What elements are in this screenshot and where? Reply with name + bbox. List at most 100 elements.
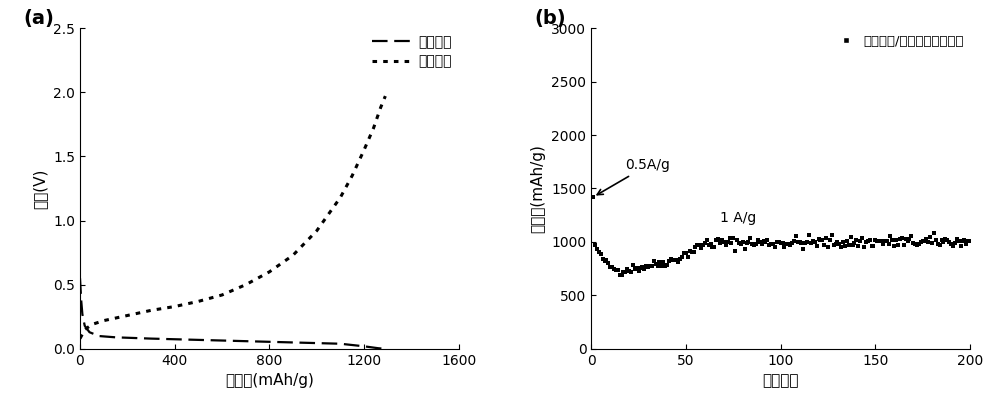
Point bbox=[757, 239, 773, 245]
Point bbox=[636, 266, 652, 272]
Point bbox=[767, 244, 783, 251]
Point bbox=[752, 239, 768, 245]
Point bbox=[884, 237, 900, 244]
Point bbox=[877, 238, 893, 245]
Point bbox=[591, 249, 607, 255]
Point bbox=[795, 245, 811, 252]
Point bbox=[600, 260, 616, 267]
Point bbox=[829, 239, 845, 245]
Point bbox=[708, 237, 724, 243]
Point bbox=[901, 236, 917, 243]
Point bbox=[720, 239, 736, 245]
Point bbox=[585, 194, 601, 200]
Point bbox=[934, 237, 950, 243]
Point bbox=[716, 239, 732, 245]
Point bbox=[714, 237, 730, 243]
Point bbox=[765, 241, 781, 247]
Point bbox=[670, 259, 686, 265]
Point bbox=[896, 241, 912, 248]
Point bbox=[922, 234, 938, 240]
Point bbox=[680, 254, 696, 261]
Point bbox=[917, 238, 933, 244]
Point bbox=[814, 237, 830, 243]
Point bbox=[828, 241, 844, 247]
Point bbox=[864, 243, 880, 249]
Point bbox=[820, 243, 836, 250]
Point bbox=[839, 237, 855, 244]
Point bbox=[587, 241, 603, 248]
Point bbox=[775, 240, 791, 247]
Point bbox=[723, 240, 739, 246]
Point bbox=[633, 265, 649, 271]
Point bbox=[678, 250, 694, 257]
Point bbox=[610, 267, 626, 273]
Point bbox=[655, 259, 671, 265]
Point bbox=[903, 233, 919, 239]
Point bbox=[850, 243, 866, 249]
Y-axis label: 电压(V): 电压(V) bbox=[33, 168, 48, 209]
Point bbox=[776, 244, 792, 250]
Point bbox=[756, 238, 772, 244]
Point bbox=[892, 236, 908, 243]
Point bbox=[631, 267, 647, 274]
Point bbox=[763, 241, 779, 247]
Point bbox=[780, 241, 796, 247]
Point bbox=[687, 244, 703, 251]
Point bbox=[674, 254, 690, 261]
Point bbox=[731, 239, 747, 246]
Point bbox=[689, 242, 705, 249]
Point bbox=[932, 242, 948, 248]
Point bbox=[771, 239, 787, 245]
Point bbox=[790, 239, 806, 245]
Point bbox=[888, 237, 904, 243]
Point bbox=[722, 235, 738, 241]
Point bbox=[606, 266, 622, 273]
Point bbox=[746, 242, 762, 249]
Point bbox=[663, 256, 679, 263]
Point bbox=[727, 248, 743, 255]
Point bbox=[953, 242, 969, 249]
Point bbox=[824, 232, 840, 239]
Point bbox=[615, 269, 631, 275]
Point bbox=[740, 239, 756, 245]
Point bbox=[718, 242, 734, 248]
Point bbox=[958, 241, 974, 247]
Point bbox=[750, 237, 766, 243]
Point bbox=[648, 261, 664, 267]
Point bbox=[822, 237, 838, 244]
Point bbox=[729, 237, 745, 243]
Point bbox=[735, 239, 751, 246]
Point bbox=[937, 236, 953, 243]
Point bbox=[846, 240, 862, 246]
Point bbox=[619, 266, 635, 272]
Point bbox=[949, 236, 965, 242]
Point bbox=[793, 239, 809, 246]
Point bbox=[818, 235, 834, 241]
Point bbox=[954, 238, 970, 244]
Point bbox=[890, 242, 906, 248]
Point bbox=[879, 238, 895, 244]
Point bbox=[739, 240, 755, 247]
Point bbox=[882, 233, 898, 239]
Point bbox=[930, 241, 946, 248]
Text: 0.5A/g: 0.5A/g bbox=[597, 158, 670, 195]
Point bbox=[900, 237, 916, 244]
Point bbox=[712, 240, 728, 246]
Legend: 氧化亚硯/石墨烯纳米带充电: 氧化亚硯/石墨烯纳米带充电 bbox=[833, 34, 963, 48]
Point bbox=[667, 257, 683, 263]
Point bbox=[915, 237, 931, 244]
Point bbox=[627, 265, 643, 272]
Point bbox=[761, 242, 777, 248]
Point bbox=[595, 256, 611, 262]
Point bbox=[657, 263, 673, 269]
Point bbox=[695, 242, 711, 249]
Point bbox=[754, 241, 770, 247]
Point bbox=[646, 257, 662, 264]
Point bbox=[841, 242, 857, 248]
Point bbox=[684, 249, 700, 255]
Point bbox=[598, 257, 614, 263]
Point bbox=[962, 238, 978, 245]
Point bbox=[682, 248, 698, 255]
Point bbox=[894, 235, 910, 241]
Point bbox=[843, 234, 859, 241]
